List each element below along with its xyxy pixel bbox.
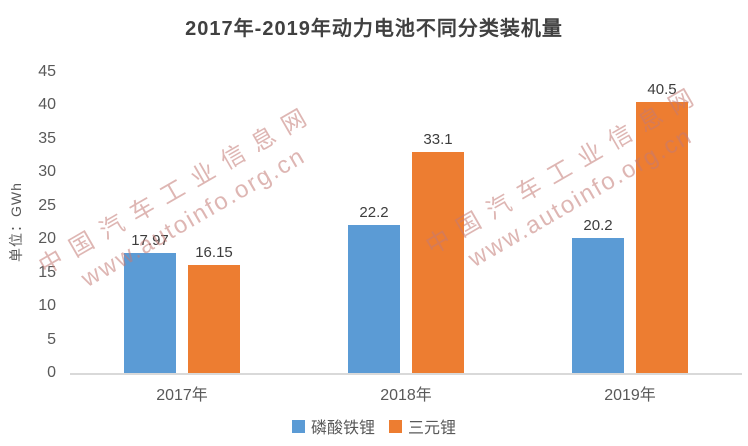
y-tick-label: 40 xyxy=(38,96,56,114)
y-tick-label: 35 xyxy=(38,129,56,147)
legend-item-ternary[interactable]: 三元锂 xyxy=(389,414,456,438)
value-label: 33.1 xyxy=(423,130,453,148)
y-tick-label: 15 xyxy=(38,263,56,281)
bar-wrap-lfp: 20.2 xyxy=(572,72,624,373)
legend: 磷酸铁锂 三元锂 xyxy=(0,414,748,438)
value-label: 17.97 xyxy=(131,231,169,249)
bar-groups: 17.97 16.15 22.2 33.1 20.2 40.5 xyxy=(70,72,742,373)
x-axis-label: 2018年 xyxy=(380,387,432,404)
bar-group: 22.2 33.1 xyxy=(294,72,518,373)
bar-ternary[interactable] xyxy=(188,264,240,373)
bar-lfp[interactable] xyxy=(124,252,176,373)
y-tick-label: 45 xyxy=(38,63,56,80)
plot-area: 17.97 16.15 22.2 33.1 20.2 40.5 xyxy=(70,72,742,375)
value-label: 20.2 xyxy=(583,216,613,234)
x-axis-label: 2017年 xyxy=(156,387,208,404)
x-axis-label: 2019年 xyxy=(604,387,656,404)
legend-label: 磷酸铁锂 xyxy=(310,420,375,437)
y-tick-label: 5 xyxy=(47,330,56,348)
bar-group: 20.2 40.5 xyxy=(518,72,742,373)
bar-group: 17.97 16.15 xyxy=(70,72,294,373)
x-axis-labels: 2017年 2018年 2019年 xyxy=(70,381,742,405)
y-tick-label: 20 xyxy=(38,230,56,248)
value-label: 22.2 xyxy=(359,203,389,221)
legend-item-lfp[interactable]: 磷酸铁锂 xyxy=(291,414,375,438)
bar-ternary[interactable] xyxy=(636,102,688,373)
y-tick-label: 10 xyxy=(38,297,56,315)
y-tick-label: 30 xyxy=(38,163,56,181)
y-tick-label: 25 xyxy=(38,196,56,214)
bar-lfp[interactable] xyxy=(572,237,624,373)
bar-wrap-ternary: 33.1 xyxy=(412,72,464,373)
legend-label: 三元锂 xyxy=(408,420,457,437)
bar-wrap-ternary: 16.15 xyxy=(188,72,240,373)
value-label: 40.5 xyxy=(647,81,677,99)
bar-wrap-lfp: 22.2 xyxy=(348,72,400,373)
bar-wrap-lfp: 17.97 xyxy=(124,72,176,373)
bar-ternary[interactable] xyxy=(412,151,464,373)
bar-lfp[interactable] xyxy=(348,224,400,373)
chart-title: 2017年-2019年动力电池不同分类装机量 xyxy=(185,18,563,40)
value-label: 16.15 xyxy=(195,243,233,261)
bar-wrap-ternary: 40.5 xyxy=(636,72,688,373)
legend-swatch-icon xyxy=(389,419,402,433)
legend-swatch-icon xyxy=(291,419,305,433)
y-tick-label: 0 xyxy=(47,364,56,381)
y-axis: 0 5 10 15 20 25 30 35 40 45 xyxy=(0,64,56,381)
